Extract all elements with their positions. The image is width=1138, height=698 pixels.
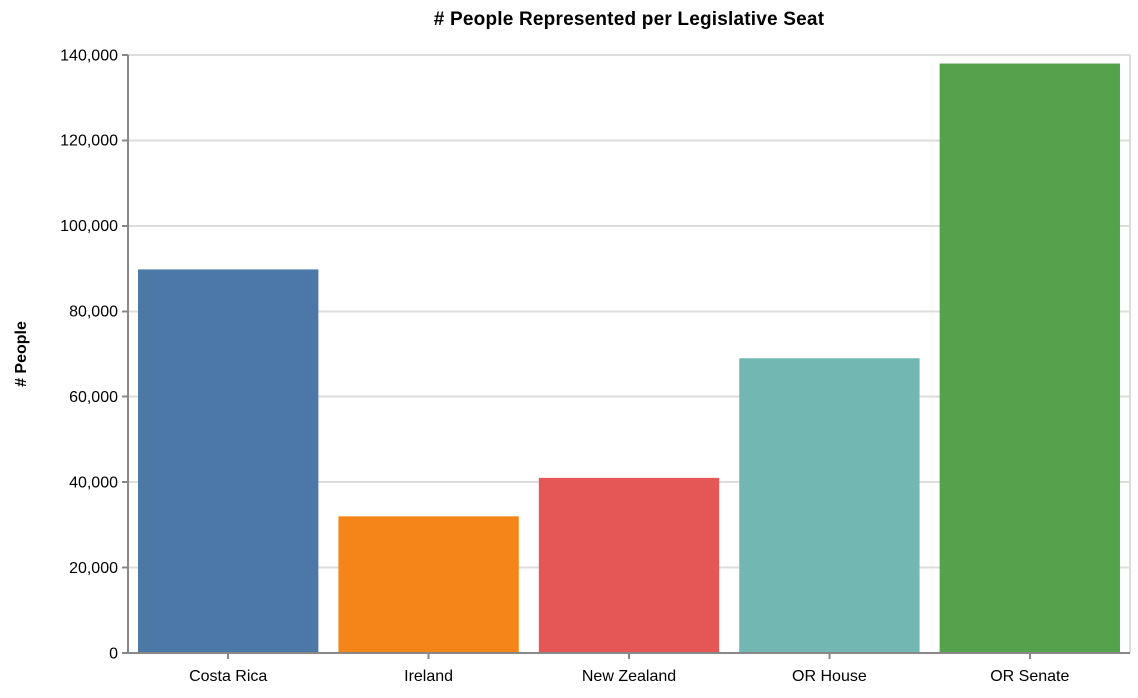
- y-tick-label: 40,000: [69, 474, 118, 491]
- x-category-label: OR Senate: [990, 668, 1069, 685]
- x-category-label: OR House: [792, 668, 867, 685]
- y-tick-label: 120,000: [60, 133, 118, 150]
- bar-costa-rica: [138, 269, 319, 653]
- chart-title: # People Represented per Legislative Sea…: [433, 9, 825, 30]
- x-category-label: Ireland: [404, 668, 453, 685]
- bar-or-senate: [939, 63, 1120, 654]
- y-tick-label: 140,000: [60, 47, 118, 64]
- x-category-label: New Zealand: [582, 668, 676, 685]
- y-tick-label: 80,000: [69, 304, 118, 321]
- y-tick-label: 100,000: [60, 218, 118, 235]
- y-tick-label: 60,000: [69, 389, 118, 406]
- bar-ireland: [338, 516, 519, 653]
- bar-or-house: [739, 358, 920, 653]
- y-axis-title: # People: [13, 321, 30, 387]
- bar-new-zealand: [538, 477, 720, 653]
- y-tick-label: 0: [109, 645, 118, 662]
- y-tick-label: 20,000: [69, 560, 118, 577]
- x-category-label: Costa Rica: [189, 668, 267, 685]
